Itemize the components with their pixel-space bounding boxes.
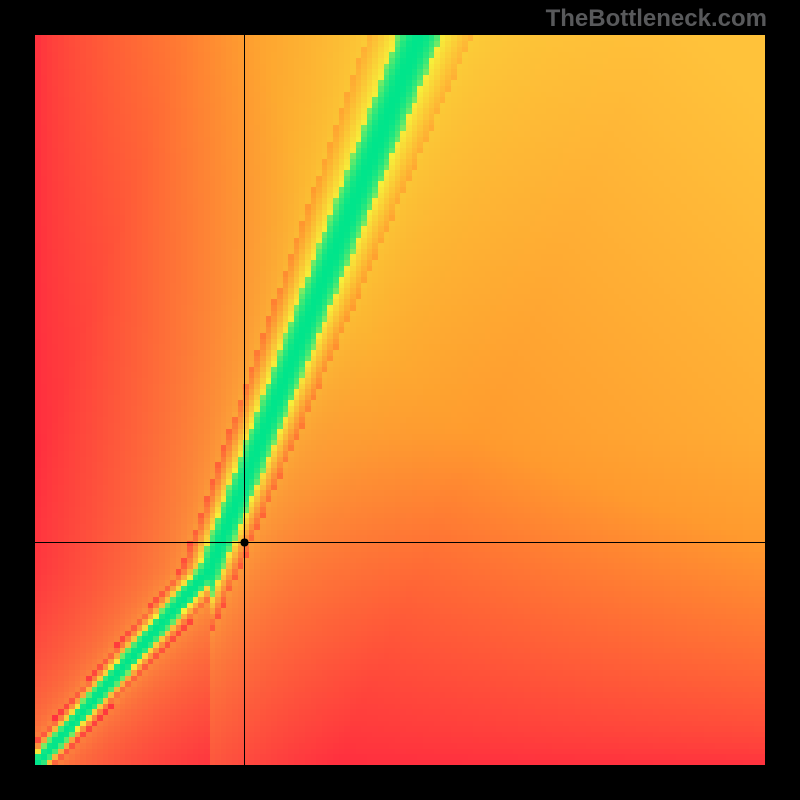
- plot-area: [35, 35, 765, 765]
- heatmap-canvas: [35, 35, 765, 765]
- chart-frame: TheBottleneck.com: [0, 0, 800, 800]
- watermark-text: TheBottleneck.com: [546, 5, 767, 33]
